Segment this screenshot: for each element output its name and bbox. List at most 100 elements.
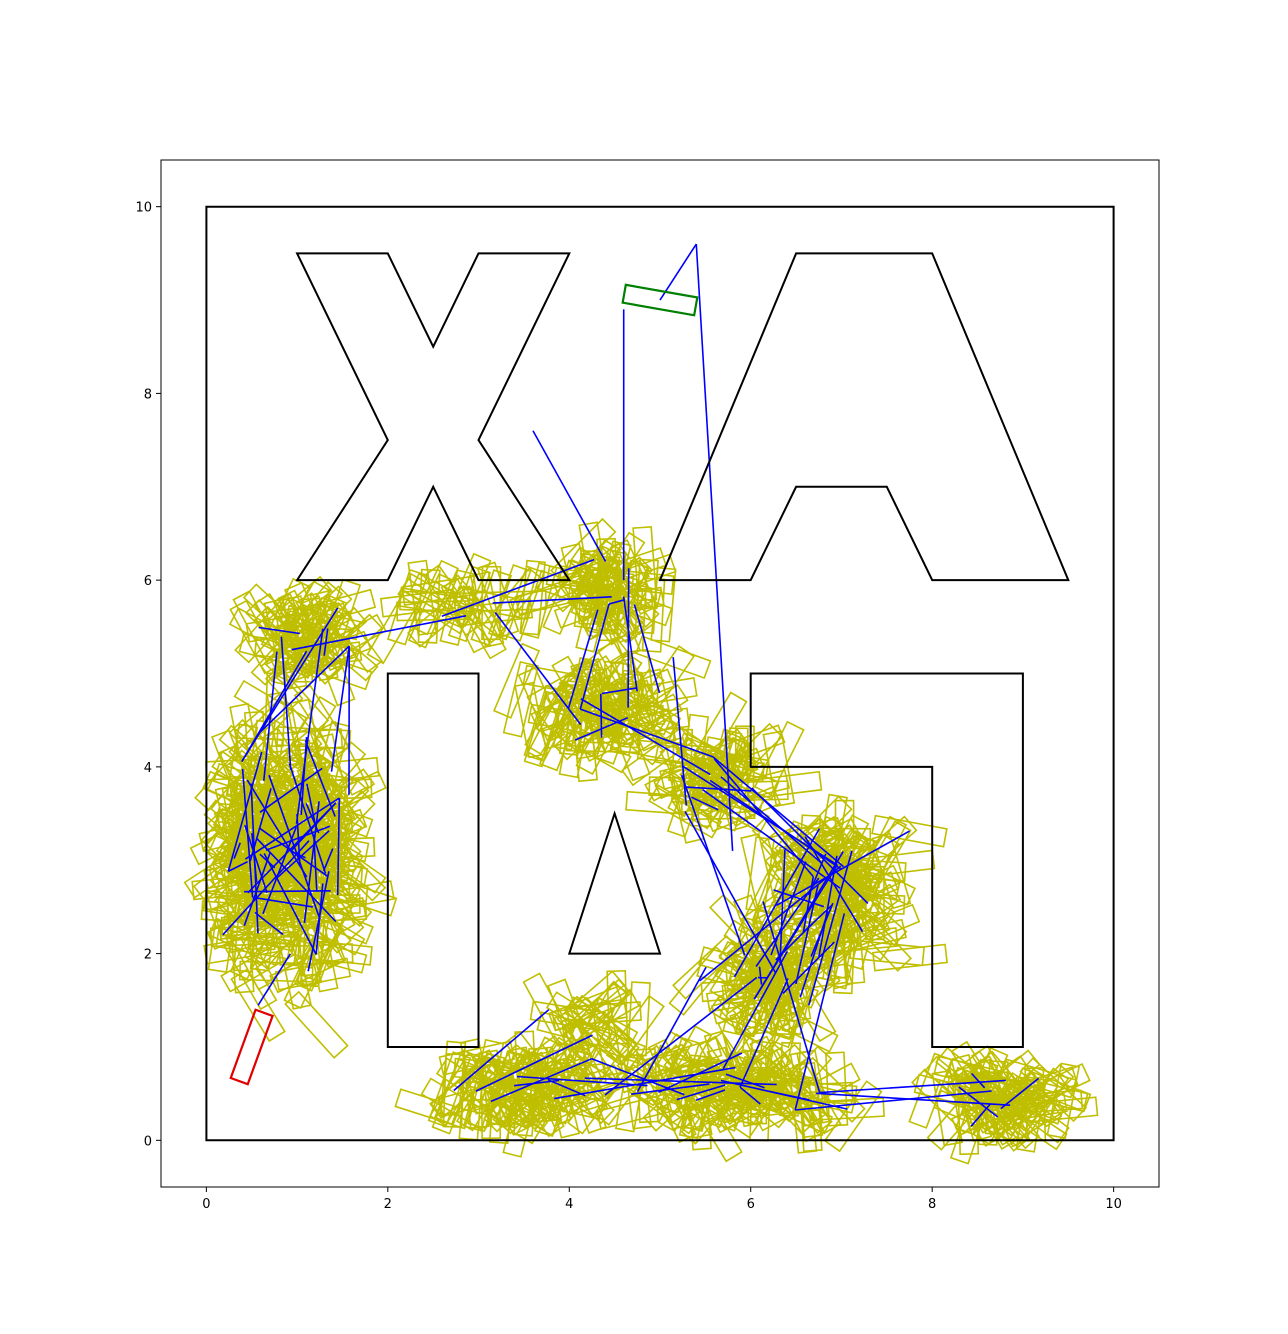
tree-edge (494, 612, 582, 726)
sampled-state (230, 968, 286, 1043)
sampled-state (605, 994, 665, 1067)
tree-edge (233, 842, 241, 859)
sampled-state (323, 601, 384, 674)
sampled-state (519, 562, 558, 639)
sampled-state (433, 1049, 481, 1126)
sampled-state (401, 575, 478, 606)
sampled-state (280, 610, 357, 658)
sampled-state (519, 559, 546, 636)
tree-edge (627, 568, 630, 708)
sampled-state (288, 884, 352, 954)
tree-edge (492, 596, 612, 604)
sampled-state (966, 1084, 1043, 1129)
x-tick-label: 6 (747, 1197, 755, 1212)
sampled-state (627, 981, 651, 1057)
sampled-state (606, 970, 629, 1045)
sampled-state (827, 912, 865, 990)
sampled-state (625, 790, 701, 816)
tree-edge (799, 911, 829, 998)
sampled-state (514, 579, 592, 616)
tree-edge (336, 797, 341, 896)
sampled-state (709, 893, 775, 962)
tree-edge (296, 813, 301, 864)
tree-edge (676, 1084, 726, 1101)
sampled-state (740, 833, 777, 910)
sampled-state (564, 683, 597, 760)
tree-edge (684, 811, 777, 973)
tree-edge (739, 1086, 761, 1105)
sampled-state (551, 998, 628, 1031)
sampled-state (529, 1000, 606, 1032)
sampled-state (688, 1084, 765, 1129)
tree-edge (256, 838, 337, 923)
tree-edge (250, 783, 259, 934)
tree-edge (733, 828, 821, 978)
sampled-state (656, 716, 729, 776)
tree-edge (808, 850, 853, 1006)
tree-edge (775, 830, 910, 907)
sampled-state (481, 1080, 559, 1121)
tree-edge (720, 776, 823, 865)
sampled-state (789, 1050, 824, 1127)
tree-edge (958, 1086, 999, 1118)
tree-edge (659, 243, 697, 301)
sampled-state (429, 1058, 500, 1120)
sampled-state (618, 672, 644, 749)
tree-edge (295, 628, 324, 824)
tree-edge (263, 853, 317, 955)
sampled-state (234, 683, 304, 747)
sampled-state (234, 595, 299, 664)
obstacle-i (386, 672, 480, 1048)
sampled-state (284, 990, 349, 1059)
sampled-state (264, 768, 292, 845)
sampled-state (859, 849, 936, 879)
sampled-state (605, 705, 651, 782)
sampled-state (558, 636, 629, 699)
tree-edge (758, 966, 763, 985)
tree-edge (699, 865, 842, 982)
tree-edge (680, 774, 746, 956)
sampled-state (276, 726, 352, 750)
tree-edge (307, 871, 330, 972)
tree-edge (532, 430, 607, 562)
sampled-state (746, 770, 823, 800)
tree-edge (490, 1057, 593, 1103)
tree-edge (258, 626, 300, 635)
tree-edge (971, 1072, 986, 1089)
tree-edge (819, 1079, 1006, 1094)
tree-edge (475, 1034, 593, 1092)
sampled-state (609, 651, 666, 725)
tree-edge (259, 767, 323, 813)
tree-edge (291, 615, 467, 651)
tree-edge (794, 913, 846, 1111)
sampled-state (795, 1062, 824, 1138)
tree-edge (453, 1009, 550, 1092)
sampled-state (407, 559, 438, 636)
y-tick-label: 8 (144, 387, 152, 402)
tree-edge (241, 607, 339, 763)
start-state (229, 1008, 274, 1086)
tree-edge (580, 708, 714, 758)
tree-edge (782, 941, 835, 994)
sampled-state (589, 1012, 653, 1082)
x-tick-label: 0 (202, 1197, 210, 1212)
tree-edge (795, 1090, 992, 1111)
tree-edge (254, 911, 284, 936)
x-tick-label: 4 (565, 1197, 573, 1212)
sampled-state (650, 566, 677, 643)
sampled-state (299, 594, 348, 671)
sampled-state (729, 959, 807, 996)
sampled-state (726, 916, 764, 994)
tree-edge (636, 966, 707, 1092)
axes-frame (160, 159, 1160, 1188)
tree-edge (547, 1079, 586, 1097)
tree-edge (246, 779, 308, 878)
sampled-state (430, 1054, 499, 1119)
sampled-state (192, 841, 264, 902)
y-tick-label: 6 (144, 574, 152, 589)
x-tick-label: 10 (1105, 1197, 1122, 1212)
tree-edge (303, 801, 320, 923)
tree-edge (579, 603, 610, 710)
sampled-state (469, 571, 505, 648)
tree-edge (306, 783, 317, 827)
